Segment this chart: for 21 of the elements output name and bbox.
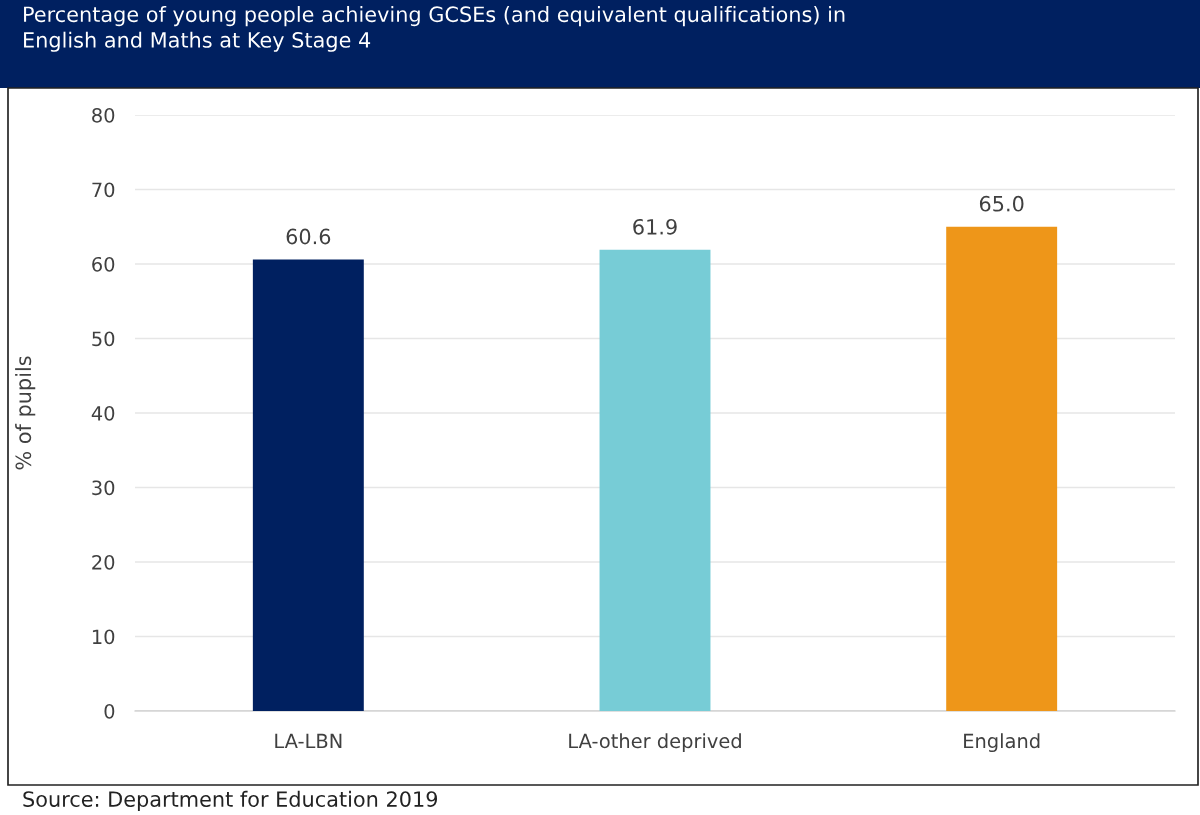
x-tick-label: England [964,733,1040,753]
y-tick-label: 50 [92,331,115,347]
chart-title: Percentage of young people achieving GCSEs (and equivalent qualifications) in English and Maths at Key Stage 4 [24,6,845,52]
bar [599,249,711,711]
data-label: 61.9 [633,218,677,235]
y-tick-label: 20 [92,554,115,570]
y-tick-label: 70 [92,182,115,198]
x-tick-label: LA-LBN [275,733,342,748]
y-tick-label: 10 [92,629,115,645]
y-tick-label: 80 [92,107,115,123]
data-label: 60.6 [286,228,331,245]
bar [946,226,1058,711]
y-tick-label: 0 [104,703,115,719]
x-tick-label: LA-other deprived [569,733,741,753]
source-note: Source: Department for Education 2019 [23,790,438,811]
y-axis-title: % of pupils [15,356,36,470]
y-tick-label: 30 [92,480,115,496]
y-tick-label: 40 [91,405,115,421]
data-label: 65.0 [979,195,1024,212]
y-tick-label: 60 [92,256,115,272]
bar [252,259,364,711]
